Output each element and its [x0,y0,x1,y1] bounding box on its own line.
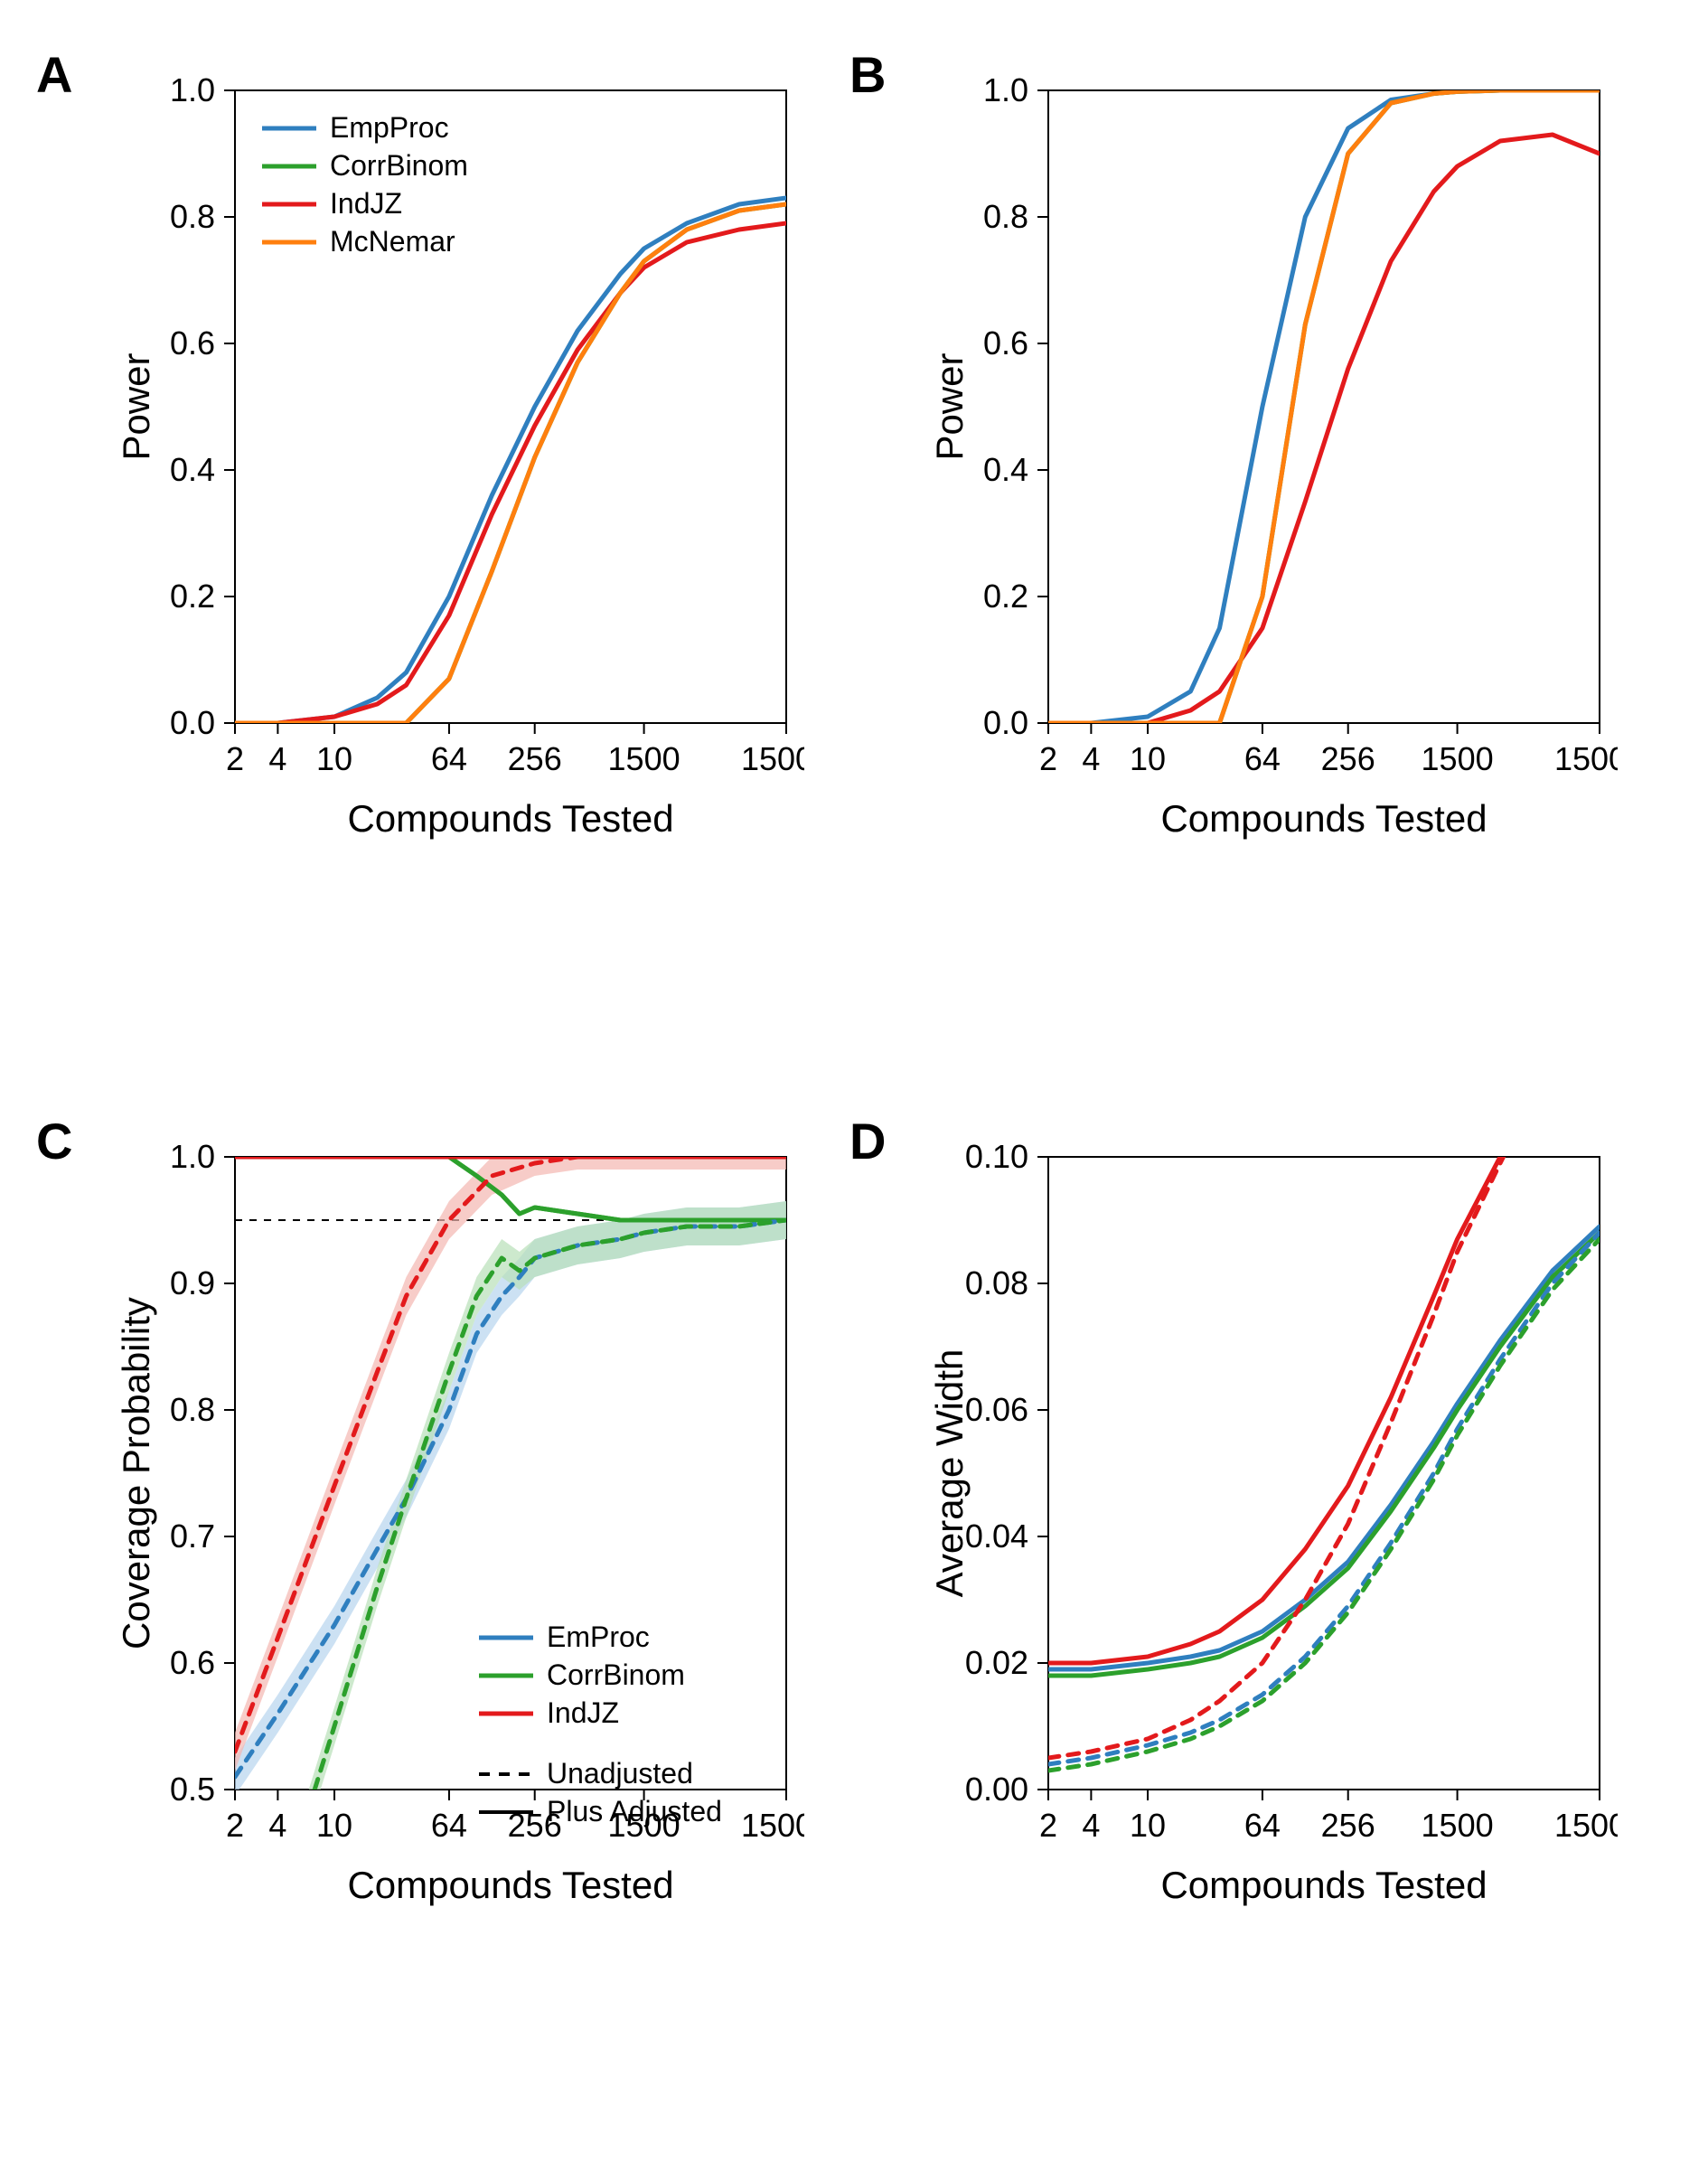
panel-D: D0.000.020.040.060.080.10Average Width24… [931,1130,1618,1943]
x-tick-label: 1500 [1422,740,1494,777]
x-axis-title: Compounds Tested [1160,1864,1487,1906]
y-tick-label: 0.0 [170,704,215,741]
panel-B: B0.00.20.40.60.81.0Power2410642561500150… [931,63,1618,877]
y-axis-title: Average Width [931,1349,971,1598]
y-tick-label: 0.10 [965,1138,1028,1175]
x-tick-label: 4 [268,1807,286,1844]
panel-C: C0.50.60.70.80.91.0Coverage Probability2… [117,1130,804,1943]
y-tick-label: 0.00 [965,1771,1028,1808]
x-tick-label: 4 [1082,740,1100,777]
y-tick-label: 0.8 [170,198,215,235]
y-axis-title: Power [931,352,971,460]
x-axis-title: Compounds Tested [1160,797,1487,840]
y-tick-label: 0.7 [170,1517,215,1555]
series-CorrBinom [235,204,786,723]
y-tick-label: 0.0 [983,704,1028,741]
x-tick-label: 1500 [608,740,680,777]
x-tick-label: 4 [268,740,286,777]
ci-band [235,1201,786,1796]
y-tick-label: 1.0 [983,71,1028,108]
plot-D: 0.000.020.040.060.080.10Average Width241… [931,1130,1618,1943]
plot-B: 0.0 0.2 0.4 0.6 0.8 1.0 Power 24 10 64 256 1500 1500… [931,63,1618,877]
series-EmpProc [1048,90,1600,723]
x-tick-label: 10 [316,740,352,777]
x-tick-label: 15000 [1554,740,1618,777]
series-CorrBinom [1048,90,1600,723]
x-tick-label: 10 [316,1807,352,1844]
x-tick-label: 256 [1321,1807,1375,1844]
y-tick-label: 0.2 [983,578,1028,615]
x-tick-label: 2 [226,740,244,777]
y-tick-label: 0.08 [965,1264,1028,1301]
plot-A: 0.0 0.2 0.4 0.6 0.8 1.0 Power 24 10 64 256 1500 1500… [117,63,804,877]
y-tick-label: 0.2 [170,578,215,615]
x-tick-label: 256 [508,740,562,777]
series-EmpProc_un [1048,1233,1600,1764]
y-tick-label: 0.6 [170,1644,215,1681]
y-tick-label: 1.0 [170,1138,215,1175]
panel-label-C: C [36,1112,72,1170]
y-tick-label: 0.5 [170,1771,215,1808]
x-tick-label: 64 [431,740,467,777]
legend-label: IndJZ [547,1696,619,1729]
y-tick-label: 0.8 [170,1391,215,1428]
y-tick-label: 0.4 [983,451,1028,488]
y-tick-label: 0.8 [983,198,1028,235]
series-IndJZ [1048,135,1600,723]
y-axis-title: Power [117,352,157,460]
x-tick-label: 4 [1082,1807,1100,1844]
legend-label: IndJZ [330,187,402,220]
x-tick-label: 256 [1321,740,1375,777]
y-tick-label: 0.6 [983,324,1028,362]
x-tick-label: 10 [1130,1807,1166,1844]
x-tick-label: 15000 [1554,1807,1618,1844]
x-tick-label: 2 [1039,1807,1057,1844]
panel-label-D: D [849,1112,886,1170]
series-CorrBinom_un [303,1220,786,1827]
x-tick-label: 2 [1039,740,1057,777]
y-tick-label: 1.0 [170,71,215,108]
panel-label-B: B [849,45,886,104]
panel-A: A0.00.20.40.60.81.0Power2410642561500150… [117,63,804,877]
x-axis-title: Compounds Tested [347,797,673,840]
series-EmpProc_adj [1048,1226,1600,1669]
series-McNemar [235,204,786,723]
y-tick-label: 0.02 [965,1644,1028,1681]
plot-C: 0.5 0.6 0.7 0.8 0.9 1.0 Coverage Probability 24… [117,1130,804,1943]
y-axis-title: Coverage Probability [117,1297,157,1649]
x-tick-label: 64 [1244,1807,1281,1844]
series-EmpProc [235,198,786,723]
series-CorrBinom_adj [1048,1233,1600,1676]
legend-label: CorrBinom [547,1658,685,1691]
y-tick-label: 0.6 [170,324,215,362]
x-tick-label: 2 [226,1807,244,1844]
x-tick-label: 64 [431,1807,467,1844]
y-tick-label: 0.9 [170,1264,215,1301]
x-tick-label: 15000 [741,740,804,777]
legend-label: McNemar [330,225,455,258]
x-tick-label: 15000 [741,1807,804,1844]
x-tick-label: 1500 [1422,1807,1494,1844]
y-tick-label: 0.4 [170,451,215,488]
x-axis-title: Compounds Tested [347,1864,673,1906]
panel-label-A: A [36,45,72,104]
legend-label: CorrBinom [330,149,468,182]
y-tick-label: 0.04 [965,1517,1028,1555]
legend-label: EmProc [547,1621,650,1653]
series-McNemar [1048,90,1600,723]
x-tick-label: 10 [1130,740,1166,777]
ci-band [303,1201,786,1846]
legend-label: Plus Adjusted [547,1795,722,1827]
legend-label: Unadjusted [547,1757,693,1790]
y-tick-label: 0.06 [965,1391,1028,1428]
x-tick-label: 64 [1244,740,1281,777]
series-IndJZ [235,223,786,723]
legend-label: EmpProc [330,111,449,144]
